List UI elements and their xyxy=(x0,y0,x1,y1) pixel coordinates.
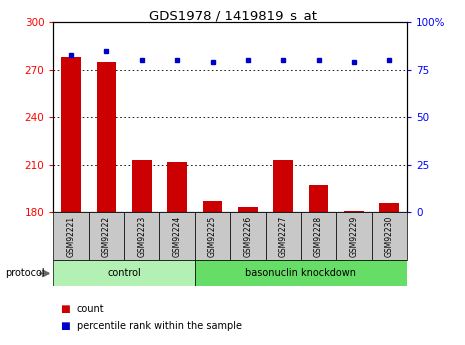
Bar xyxy=(301,212,336,260)
Bar xyxy=(238,207,258,212)
Bar xyxy=(132,160,152,212)
Text: ■: ■ xyxy=(60,321,70,331)
Bar xyxy=(372,212,407,260)
Bar xyxy=(89,212,124,260)
Text: GDS1978 / 1419819_s_at: GDS1978 / 1419819_s_at xyxy=(148,9,317,22)
Text: control: control xyxy=(107,268,141,278)
Text: GSM92229: GSM92229 xyxy=(349,216,359,257)
Text: basonuclin knockdown: basonuclin knockdown xyxy=(246,268,356,278)
Bar xyxy=(159,212,195,260)
Bar xyxy=(97,62,116,212)
Bar xyxy=(344,210,364,212)
Bar xyxy=(379,203,399,212)
Text: GSM92223: GSM92223 xyxy=(137,216,146,257)
Text: GSM92221: GSM92221 xyxy=(66,216,76,257)
Text: GSM92227: GSM92227 xyxy=(279,216,288,257)
Bar xyxy=(266,212,301,260)
Bar xyxy=(195,260,407,286)
Bar xyxy=(53,260,195,286)
Bar xyxy=(167,161,187,212)
Text: GSM92230: GSM92230 xyxy=(385,216,394,257)
Bar xyxy=(309,185,328,212)
Bar xyxy=(336,212,372,260)
Text: count: count xyxy=(77,304,104,314)
Text: GSM92228: GSM92228 xyxy=(314,216,323,257)
Text: GSM92225: GSM92225 xyxy=(208,216,217,257)
Text: GSM92226: GSM92226 xyxy=(243,216,252,257)
Bar xyxy=(124,212,159,260)
Text: GSM92222: GSM92222 xyxy=(102,216,111,257)
Text: protocol: protocol xyxy=(5,268,44,278)
Bar xyxy=(230,212,266,260)
Bar xyxy=(195,212,230,260)
Bar xyxy=(61,57,81,212)
Text: ■: ■ xyxy=(60,304,70,314)
Bar xyxy=(53,212,89,260)
Bar xyxy=(273,160,293,212)
Text: percentile rank within the sample: percentile rank within the sample xyxy=(77,321,242,331)
Bar xyxy=(203,201,222,212)
Text: GSM92224: GSM92224 xyxy=(173,216,182,257)
